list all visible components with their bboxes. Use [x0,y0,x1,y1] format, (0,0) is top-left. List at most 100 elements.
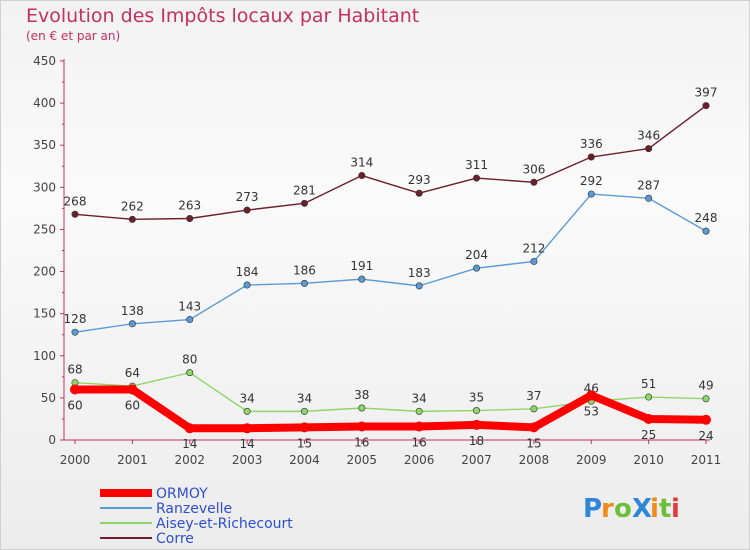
data-label: 143 [178,300,201,314]
x-tick-label: 2003 [232,453,263,467]
data-point [358,275,366,283]
chart-title: Evolution des Impôts locaux par Habitant [26,5,419,27]
data-label: 263 [178,198,201,212]
data-point [415,189,423,197]
data-point [643,413,654,424]
data-point [702,395,710,403]
data-point [299,422,310,433]
y-tick-label: 0 [48,433,56,447]
data-label: 60 [67,398,82,412]
logo-letter: i [671,494,680,524]
data-label: 46 [584,381,599,395]
data-point [415,407,423,415]
data-label: 128 [64,312,87,326]
data-label: 287 [637,178,660,192]
data-point [414,421,425,432]
legend-label: Ranzevelle [156,501,232,517]
logo-letter: X [632,494,652,524]
data-point [300,407,308,415]
data-label: 184 [236,265,259,279]
data-label: 34 [239,391,254,405]
axes: 0 50 100 150 200 250 300 350 400 450 2000 2001 2002 2… [33,54,721,467]
data-point [186,369,194,377]
x-tick-label: 2008 [519,453,550,467]
data-label: 292 [580,174,603,188]
data-point [530,257,538,265]
data-point [415,282,423,290]
data-point [128,320,136,328]
data-label: 60 [125,398,140,412]
data-point [587,153,595,161]
logo-letter: P [583,494,602,524]
data-label: 37 [526,389,541,403]
data-point [530,178,538,186]
x-tick-label: 2002 [174,453,205,467]
y-tick-label: 300 [33,180,56,194]
data-label: 336 [580,137,603,151]
data-point [243,281,251,289]
y-tick-label: 350 [33,138,56,152]
x-tick-label: 2006 [404,453,435,467]
data-label: 24 [698,429,713,443]
data-label: 268 [64,194,87,208]
data-point [530,405,538,413]
data-point [587,190,595,198]
data-label: 262 [121,199,144,213]
data-label: 49 [698,379,713,393]
data-point [356,421,367,432]
data-point [127,384,138,395]
data-point [71,328,79,336]
data-label: 64 [125,366,140,380]
y-tick-label: 450 [33,54,56,68]
x-tick-label: 2001 [117,453,148,467]
data-label: 311 [465,158,488,172]
data-point [358,172,366,180]
legend-item: Corre [100,531,194,547]
series-line-ormoy [71,385,710,433]
data-label: 14 [182,437,197,451]
data-label: 191 [350,259,373,273]
y-tick-label: 50 [41,391,56,405]
data-point [70,384,80,395]
series-line-corre [74,104,707,221]
data-label: 16 [354,436,369,450]
data-label: 281 [293,183,316,197]
x-tick-label: 2009 [576,453,607,467]
y-tick-label: 100 [33,349,56,363]
logo-letter: r [601,494,614,524]
series-aisey-et-richecourt: 68 64 80 34 34 38 34 35 37 46 51 49 [67,353,714,415]
data-point [358,404,366,412]
data-label: 293 [408,173,431,187]
x-tick-label: 2011 [691,453,722,467]
data-label: 306 [522,162,545,176]
series-ormoy: 60 60 14 14 15 16 16 18 15 53 25 24 [67,384,714,451]
x-tick-label: 2005 [347,453,378,467]
data-label: 80 [182,353,197,367]
chart-subtitle: (en € et par an) [26,29,120,43]
data-label: 138 [121,304,144,318]
legend-label: Aisey-et-Richecourt [156,516,293,532]
y-tick-label: 400 [33,96,56,110]
data-label: 15 [526,436,541,450]
data-label: 38 [354,388,369,402]
data-label: 186 [293,263,316,277]
x-tick-label: 2007 [461,453,492,467]
data-point [243,206,251,214]
data-point [473,407,481,415]
data-point [471,419,482,430]
logo-letter: i [650,494,659,524]
data-point [300,199,308,207]
legend-item: ORMOY [100,486,208,502]
x-tick-label: 2010 [633,453,664,467]
data-label: 204 [465,248,488,262]
y-tick-label: 150 [33,307,56,321]
data-label: 15 [297,436,312,450]
data-point [586,390,597,401]
data-point [473,174,481,182]
data-point [645,145,653,153]
data-point [242,423,253,434]
data-point [473,264,481,272]
